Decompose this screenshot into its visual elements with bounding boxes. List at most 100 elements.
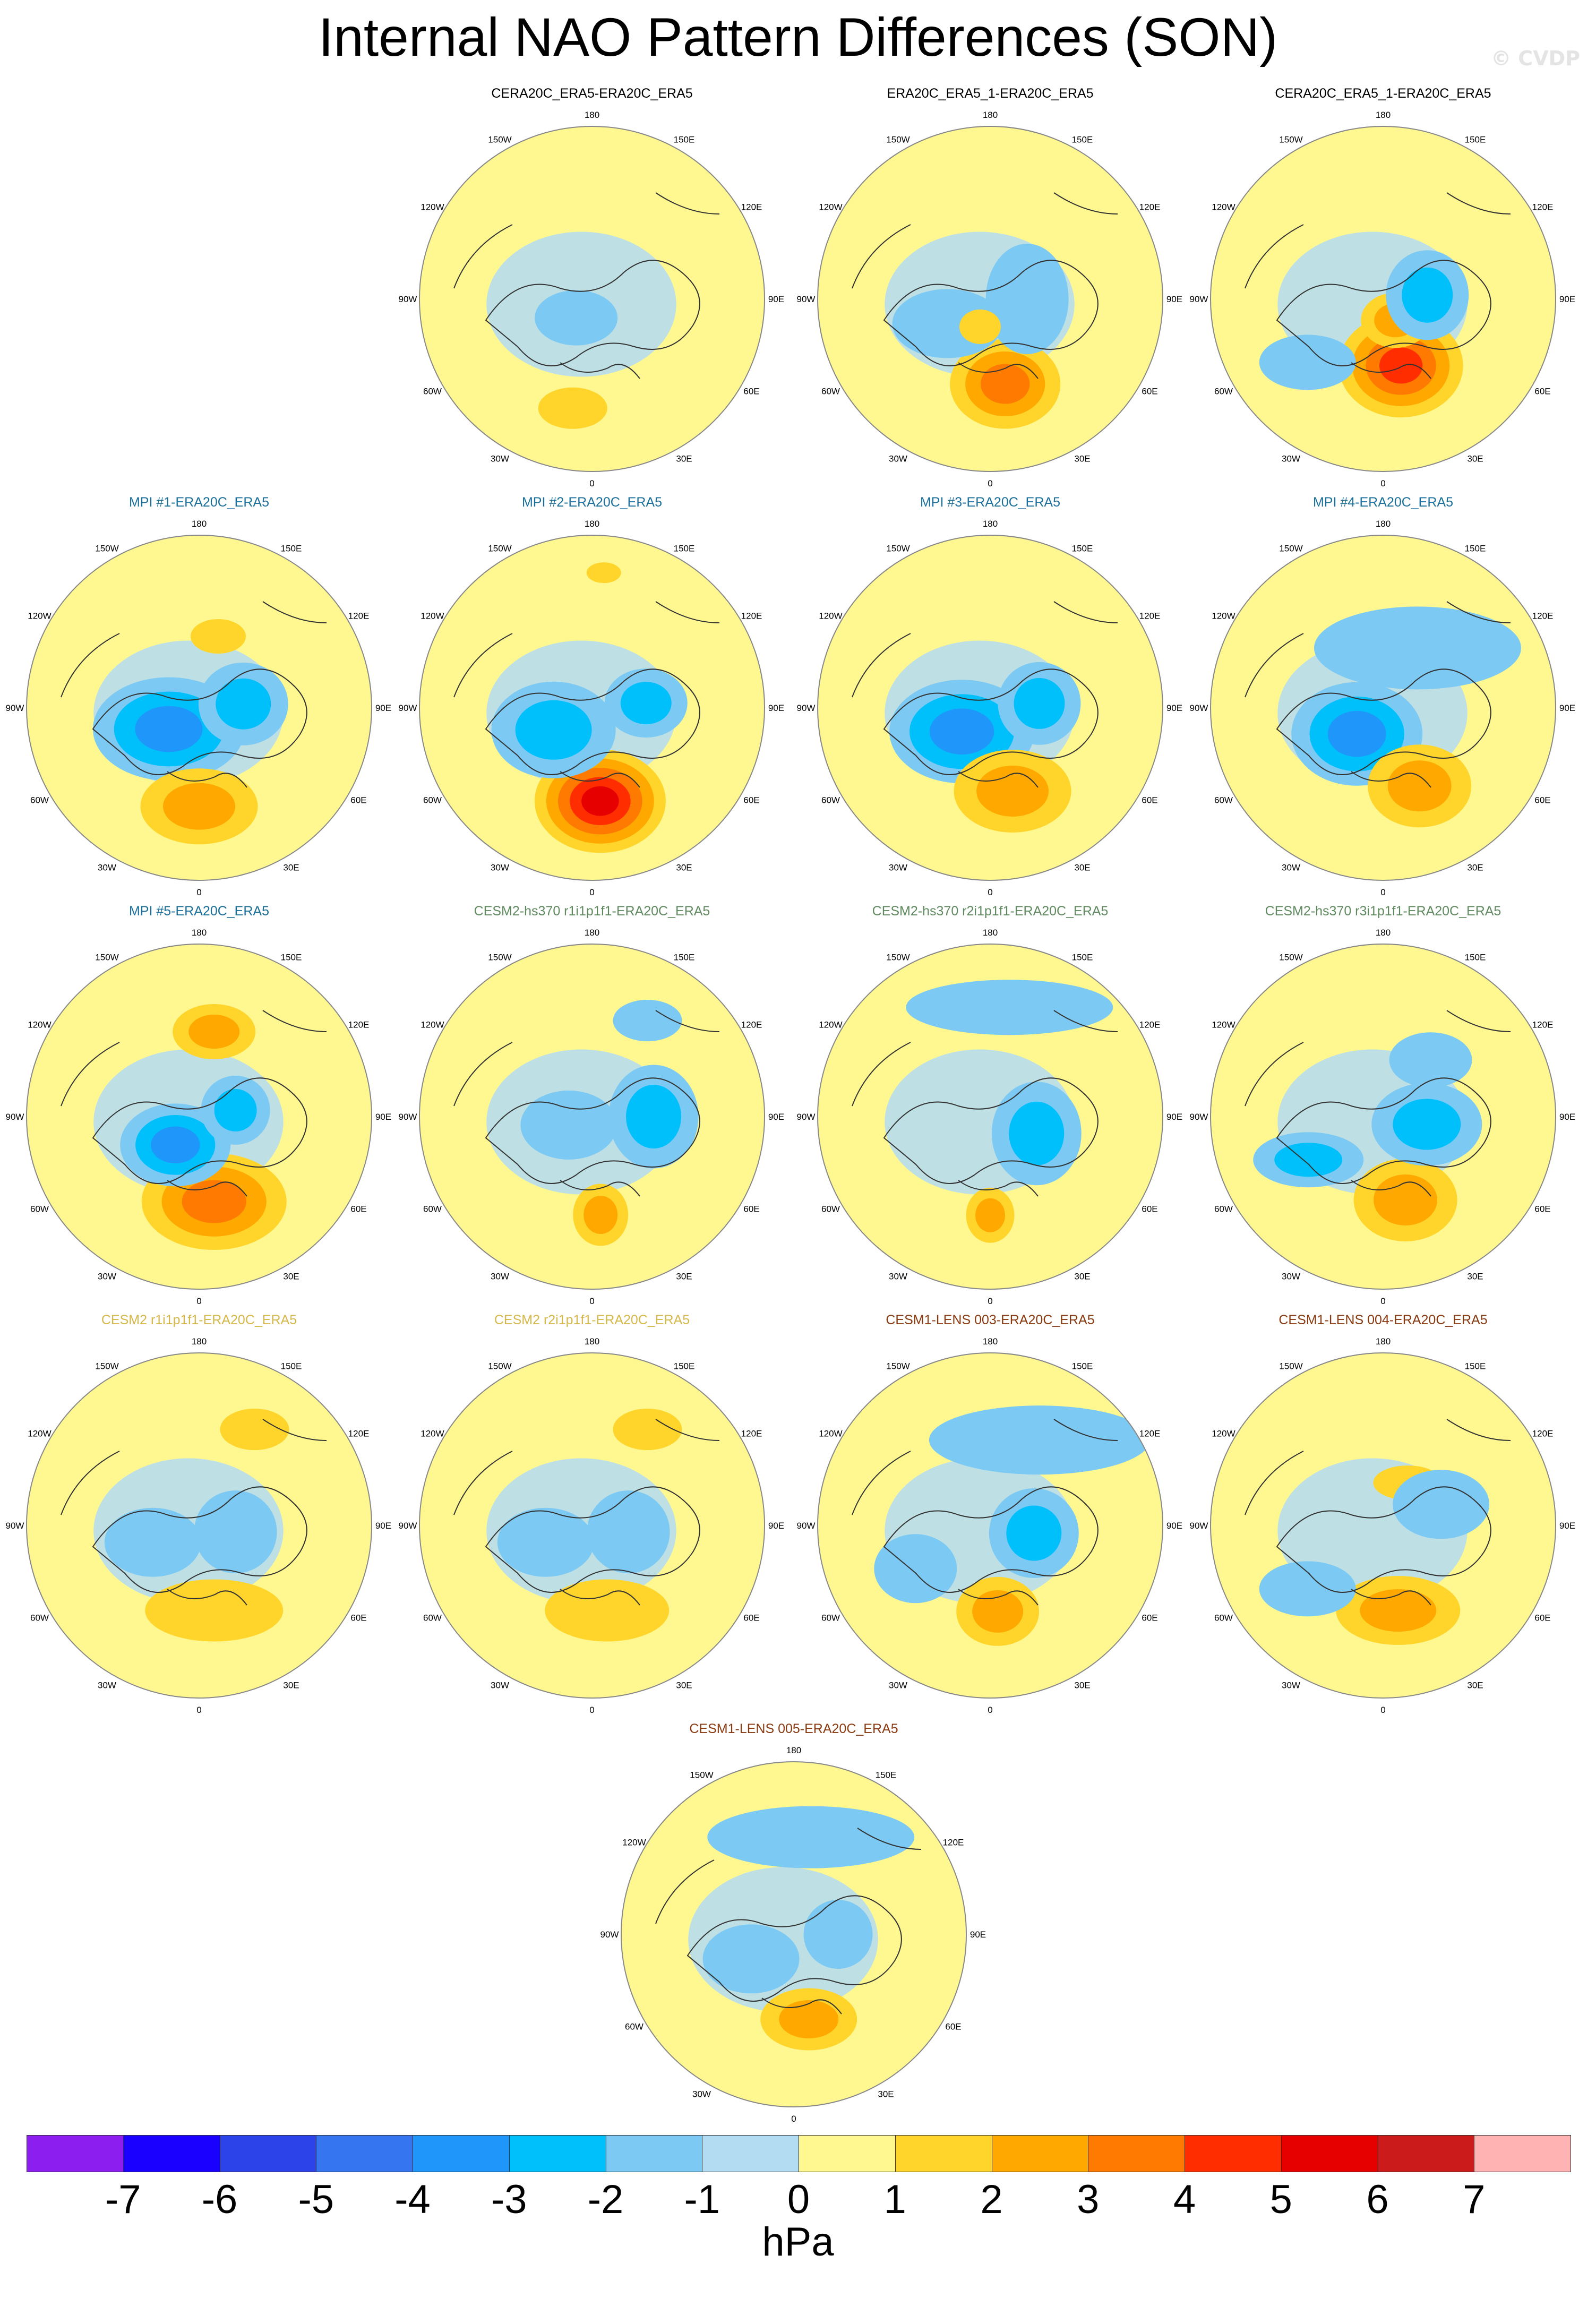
coastline <box>1245 1010 1511 1197</box>
map-panel: CERA20C_ERA5_1-ERA20C_ERA5 180 150E 120E 90E… <box>1184 85 1582 488</box>
longitude-label: 150E <box>281 543 302 553</box>
polar-map: 180 150E 120E 90E 60E 30E 0 30W 60W 90W 120W 150W <box>6 1336 392 1715</box>
positive-anomaly <box>163 783 235 830</box>
colorbar-swatch <box>27 2135 124 2172</box>
positive-anomaly <box>779 2000 839 2039</box>
panel-title: CESM1-LENS 005-ERA20C_ERA5 <box>689 1721 898 1736</box>
longitude-label: 90E <box>1166 294 1182 304</box>
longitude-label: 0 <box>1380 1705 1385 1715</box>
longitude-label: 30W <box>1282 454 1300 464</box>
map-border <box>419 944 765 1290</box>
longitude-label: 30E <box>1467 1272 1483 1282</box>
longitude-label: 90W <box>1190 1521 1208 1531</box>
longitude-label: 90E <box>1559 703 1575 713</box>
figure-title: Internal NAO Pattern Differences (SON) <box>318 7 1278 67</box>
polar-map: 180 150E 120E 90E 60E 30E 0 30W 60W 90W 120W 150W <box>797 110 1183 488</box>
longitude-label: 30W <box>491 1680 509 1691</box>
positive-anomaly <box>586 562 621 584</box>
colorbar-labels: -7 -6 -5 -4 -3 -2 -1 0 1 2 3 4 5 6 7 <box>0 2176 1596 2224</box>
positive-anomaly <box>1379 347 1423 384</box>
negative-anomaly <box>216 678 271 730</box>
map-panel: MPI #4-ERA20C_ERA5 180 150E 120E 90E 60E 30E 0 3… <box>1184 494 1582 897</box>
longitude-label: 150W <box>488 952 511 962</box>
positive-anomaly <box>145 1579 284 1642</box>
negative-anomaly <box>929 1405 1150 1475</box>
longitude-label: 60E <box>743 1613 759 1623</box>
longitude-label: 0 <box>196 887 201 897</box>
colorbar-swatch <box>219 2135 317 2172</box>
longitude-label: 120W <box>1212 202 1235 212</box>
colorbar-swatch <box>895 2135 992 2172</box>
colorbar-tick-label: -2 <box>587 2177 624 2222</box>
negative-anomaly <box>803 1900 873 1969</box>
longitude-label: 60E <box>945 2022 961 2032</box>
longitude-label: 120W <box>819 1429 842 1439</box>
longitude-label: 90E <box>1166 703 1182 713</box>
longitude-label: 60E <box>1142 387 1157 397</box>
longitude-label: 90W <box>797 294 816 304</box>
colorbar-tick-label: -5 <box>298 2177 334 2222</box>
negative-anomaly <box>906 980 1113 1035</box>
longitude-label: 120W <box>819 611 842 621</box>
longitude-label: 0 <box>1380 887 1385 897</box>
longitude-label: 90E <box>768 294 784 304</box>
longitude-label: 0 <box>1380 1296 1385 1306</box>
longitude-label: 30W <box>1282 1680 1300 1691</box>
polar-map: 180 150E 120E 90E 60E 30E 0 30W 60W 90W 120W 150W <box>6 519 392 897</box>
longitude-label: 60E <box>1142 1613 1157 1623</box>
longitude-label: 150W <box>488 1361 511 1371</box>
positive-anomaly <box>613 1409 682 1451</box>
negative-anomaly <box>1014 678 1065 729</box>
positive-anomaly <box>975 1198 1005 1232</box>
longitude-label: 120E <box>1139 611 1161 621</box>
longitude-label: 90E <box>768 703 784 713</box>
longitude-label: 30E <box>1074 1680 1090 1691</box>
coastline <box>61 1010 327 1197</box>
negative-anomaly <box>535 290 618 346</box>
longitude-label: 120W <box>1212 1429 1235 1439</box>
longitude-label: 120W <box>421 1020 444 1030</box>
longitude-label: 90W <box>6 1521 24 1531</box>
negative-anomaly <box>626 1085 682 1148</box>
polar-map: 180 150E 120E 90E 60E 30E 0 30W 60W 90W 120W 150W <box>399 1336 785 1715</box>
negative-anomaly <box>1259 1561 1356 1617</box>
longitude-label: 120E <box>741 1020 762 1030</box>
longitude-label: 0 <box>196 1296 201 1306</box>
negative-anomaly <box>587 1490 670 1574</box>
coastline <box>852 192 1118 379</box>
longitude-label: 150E <box>1465 1361 1486 1371</box>
panel-title: MPI #5-ERA20C_ERA5 <box>128 904 269 919</box>
coastline <box>453 192 720 379</box>
polar-map: 180 150E 120E 90E 60E 30E 0 30W 60W 90W 120W 150W <box>1190 1336 1576 1715</box>
longitude-label: 0 <box>196 1705 201 1715</box>
longitude-label: 120W <box>819 1020 842 1030</box>
panel-title: CESM1-LENS 004-ERA20C_ERA5 <box>1278 1313 1488 1327</box>
map-border <box>26 1352 372 1699</box>
longitude-label: 90W <box>797 703 816 713</box>
longitude-label: 150E <box>281 952 302 962</box>
polar-map: 180 150E 120E 90E 60E 30E 0 30W 60W 90W 120W 150W <box>1190 928 1576 1306</box>
coastline <box>61 1419 327 1606</box>
longitude-label: 30W <box>1282 1272 1300 1282</box>
longitude-label: 90E <box>768 1112 784 1122</box>
coastline <box>1245 192 1511 379</box>
longitude-label: 30E <box>1074 454 1090 464</box>
colorbar-tick-label: 0 <box>787 2177 810 2222</box>
longitude-label: 150W <box>690 1770 713 1780</box>
longitude-label: 60E <box>1534 795 1550 805</box>
longitude-label: 60E <box>1142 1204 1157 1214</box>
positive-anomaly <box>959 309 1001 344</box>
map-panel: CESM1-LENS 004-ERA20C_ERA5 180 150E 120E 90E… <box>1184 1311 1582 1715</box>
colorbar-tick-label: -7 <box>105 2177 141 2222</box>
negative-anomaly <box>135 706 203 752</box>
negative-anomaly <box>620 682 672 725</box>
longitude-label: 120E <box>1532 202 1554 212</box>
longitude-label: 90E <box>375 703 391 713</box>
map-border <box>419 126 765 472</box>
polar-map: 180 150E 120E 90E 60E 30E 0 30W 60W 90W 120W 150W <box>6 928 392 1306</box>
negative-anomaly <box>702 1924 800 1994</box>
longitude-label: 90E <box>970 1930 986 1940</box>
longitude-label: 30W <box>98 863 116 873</box>
longitude-label: 30E <box>1074 863 1090 873</box>
